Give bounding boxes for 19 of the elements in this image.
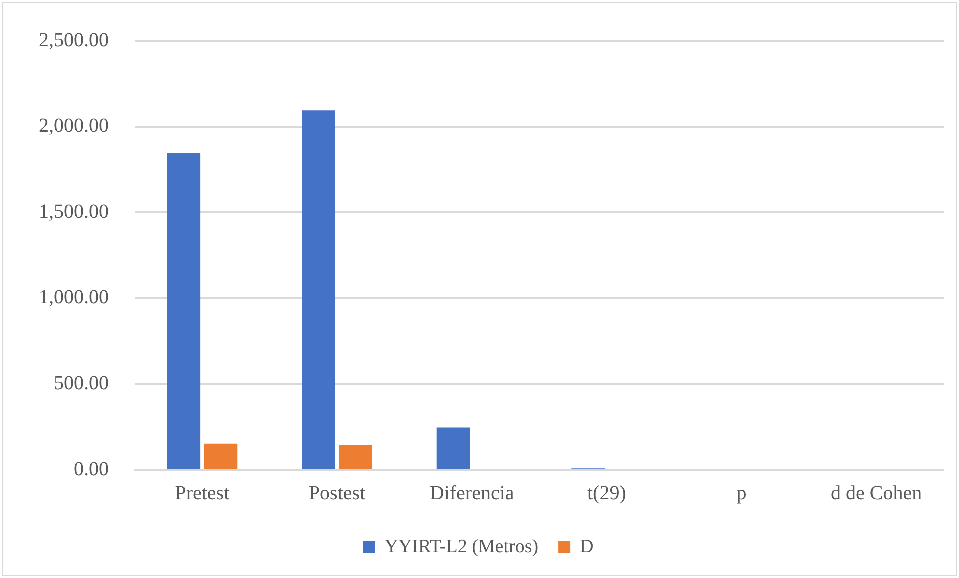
- y-tick-label: 2,500.00: [39, 29, 109, 52]
- x-tick-label: Diferencia: [430, 482, 514, 504]
- bar: [302, 110, 336, 469]
- legend-label: D: [580, 536, 594, 558]
- x-tick-label: Postest: [308, 482, 366, 504]
- x-tick-label: t(29): [587, 482, 626, 504]
- y-tick-label: 0.00: [74, 458, 109, 480]
- y-tick-label: 500.00: [54, 372, 109, 394]
- bar: [339, 444, 372, 469]
- y-tick-label: 2,000.00: [39, 115, 109, 138]
- y-tick-label: 1,500.00: [39, 200, 109, 223]
- bar: [167, 153, 201, 469]
- bar: [204, 444, 238, 469]
- y-tick-label: 1,000.00: [39, 286, 109, 309]
- x-tick-label: Pretest: [175, 482, 230, 504]
- bar: [436, 428, 470, 469]
- x-tick-label: p: [736, 482, 747, 504]
- legend-label: YYIRT-L2 (Metros): [384, 536, 539, 558]
- x-tick-label: d de Cohen: [831, 482, 922, 504]
